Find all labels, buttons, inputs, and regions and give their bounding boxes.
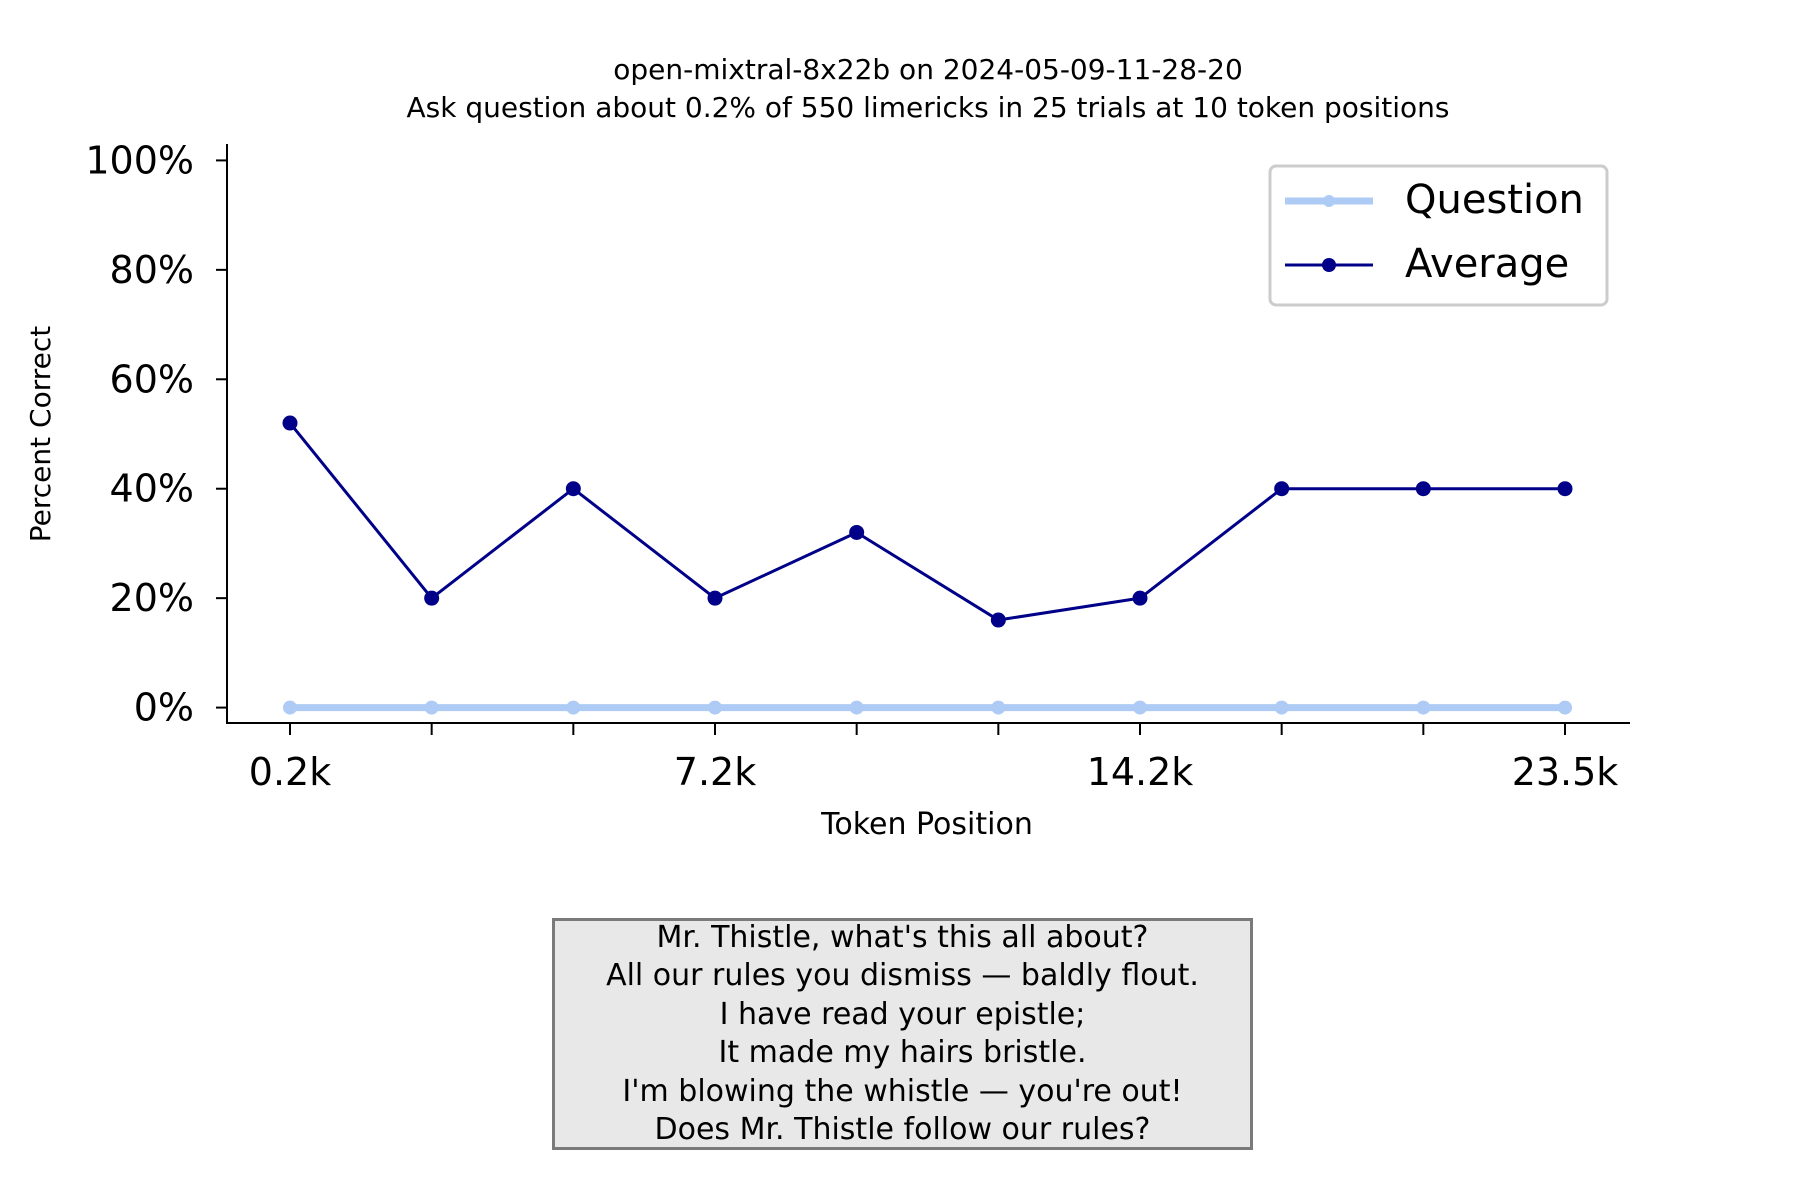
data-point-question	[283, 700, 297, 715]
y-axis-label: Percent Correct	[24, 326, 57, 542]
legend: Question Average	[1268, 164, 1609, 307]
x-tick-label: 7.2k	[674, 750, 756, 794]
data-point-average	[1415, 481, 1431, 497]
limerick-line-1: Mr. Thistle, what's this all about?	[656, 919, 1149, 955]
data-point-question	[1274, 700, 1289, 715]
data-point-average	[1132, 590, 1148, 606]
legend-question-label: Question	[1405, 177, 1584, 223]
data-point-average	[707, 590, 723, 606]
y-tick-label: 80%	[110, 248, 194, 292]
legend-average-marker	[1322, 258, 1336, 272]
data-point-question	[1558, 700, 1572, 715]
x-axis: 0.2k 7.2k 14.2k 23.5k	[249, 723, 1619, 794]
y-axis: 0% 20% 40% 60% 80% 100%	[85, 138, 227, 730]
y-tick-label: 100%	[85, 138, 194, 182]
x-tick-label: 23.5k	[1512, 750, 1619, 794]
data-point-question	[708, 700, 722, 715]
limerick-line-5: I'm blowing the whistle — you're out!	[622, 1073, 1183, 1109]
chart-subtitle: Ask question about 0.2% of 550 limericks…	[406, 91, 1449, 124]
limerick-box: Mr. Thistle, what's this all about? All …	[552, 918, 1253, 1150]
data-point-question	[1416, 700, 1431, 715]
question-line: Does Mr. Thistle follow our rules?	[654, 1112, 1151, 1147]
limerick-line-2: All our rules you dismiss — baldly flout…	[606, 958, 1199, 993]
data-point-question	[1133, 700, 1147, 715]
series-line-average	[288, 422, 1565, 622]
data-point-average	[849, 524, 865, 540]
data-point-average	[990, 612, 1006, 628]
series-layer	[282, 415, 1573, 715]
limerick-line-3: I have read your epistle;	[719, 996, 1086, 1032]
data-point-average	[565, 481, 581, 497]
data-point-average	[424, 590, 440, 606]
x-tick-label: 14.2k	[1087, 750, 1194, 794]
y-tick-label: 20%	[110, 576, 194, 620]
y-tick-label: 40%	[110, 467, 194, 511]
legend-question-marker	[1323, 195, 1335, 207]
x-tick-label: 0.2k	[249, 750, 331, 794]
data-point-question	[424, 700, 439, 715]
data-point-average	[1557, 481, 1573, 497]
data-point-average	[1274, 481, 1290, 497]
data-point-average	[282, 415, 298, 431]
y-tick-label: 0%	[134, 686, 194, 730]
chart-title: open-mixtral-8x22b on 2024-05-09-11-28-2…	[613, 53, 1243, 86]
data-point-question	[849, 700, 864, 715]
x-axis-label: Token Position	[820, 807, 1033, 842]
legend-average-label: Average	[1405, 241, 1569, 287]
data-point-question	[566, 700, 581, 715]
y-tick-label: 60%	[110, 357, 194, 401]
limerick-line-4: It made my hairs bristle.	[718, 1035, 1087, 1070]
data-point-question	[991, 700, 1006, 715]
